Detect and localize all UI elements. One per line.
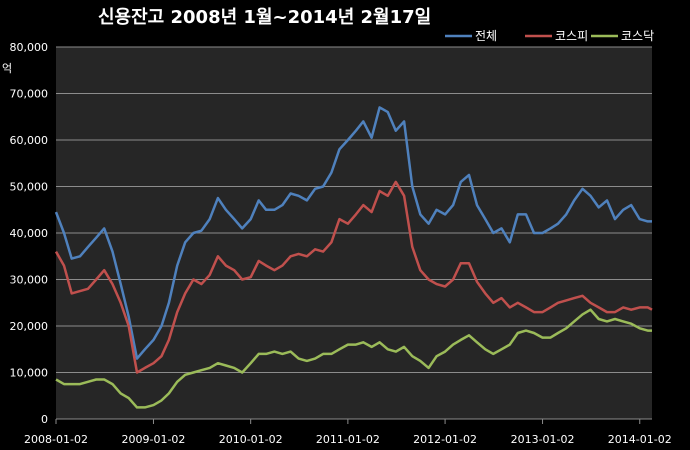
y-axis: 0 10,000 20,000 30,000 40,000 50,000 60,000 70,… [10, 41, 49, 426]
x-axis: 2008-01-02 2009-01-02 2010-01-02 2011-01-02… [24, 418, 672, 446]
legend-label-3: 코스닥 [621, 29, 654, 43]
x-tick-label: 2009-01-02 [122, 433, 186, 446]
legend: 전체 코스피 코스닥 [445, 29, 654, 43]
x-tick-label: 2012-01-02 [413, 433, 477, 446]
series-line-3 [55, 308, 652, 409]
series-lines [54, 106, 653, 409]
y-tick-label: 80,000 [10, 41, 49, 54]
x-tick-label: 2014-01-02 [608, 433, 672, 446]
series-line-2 [54, 180, 653, 374]
x-tick-label: 2008-01-02 [24, 433, 88, 446]
legend-label-2: 코스피 [555, 29, 588, 43]
y-tick-label: 50,000 [10, 181, 49, 194]
x-tick-label: 2010-01-02 [219, 433, 283, 446]
x-tick-label: 2011-01-02 [316, 433, 380, 446]
y-tick-label: 0 [41, 413, 48, 426]
y-tick-label: 10,000 [10, 367, 49, 380]
legend-label-1: 전체 [475, 29, 497, 43]
y-tick-label: 40,000 [10, 227, 49, 240]
y-tick-label: 30,000 [10, 274, 49, 287]
y-axis-unit-label: 억 [2, 62, 12, 75]
y-tick-label: 60,000 [10, 134, 49, 147]
y-tick-label: 20,000 [10, 320, 49, 333]
y-tick-label: 70,000 [10, 88, 49, 101]
gridlines [56, 46, 652, 373]
chart-title: 신용잔고 2008년 1월~2014년 2월17일 [98, 7, 431, 28]
series-line-1 [54, 106, 652, 360]
x-tick-label: 2013-01-02 [511, 433, 575, 446]
